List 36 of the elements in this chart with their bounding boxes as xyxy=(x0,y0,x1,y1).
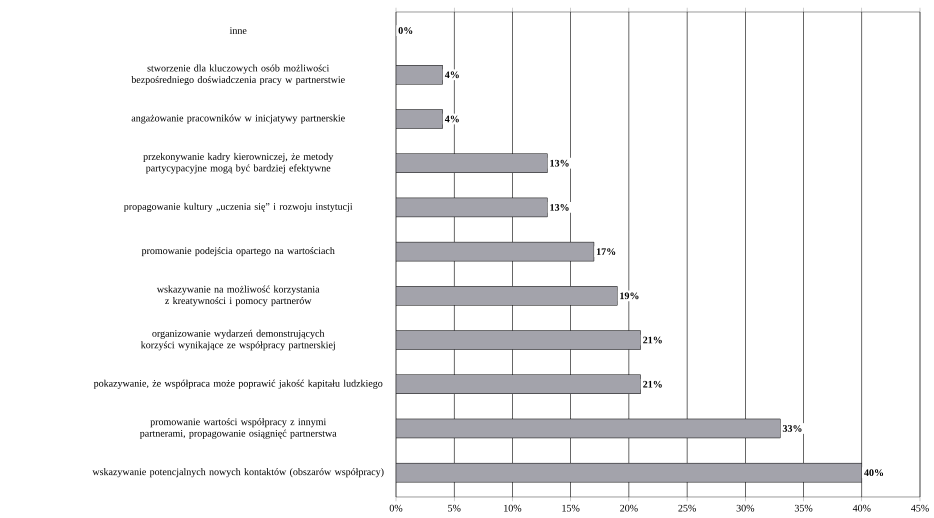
data-label: 17% xyxy=(596,248,616,256)
bar xyxy=(396,462,862,482)
data-label: 4% xyxy=(444,71,459,78)
y-tick-label: promowanie podejścia opartego na wartościach xyxy=(142,247,335,256)
data-label: 13% xyxy=(550,160,569,167)
y-tick-label: stworzenie dla kluczowych osób możliwości bezpośredniego doświadczenia pracy w partnerstwie xyxy=(131,64,345,86)
x-tick-label: 5% xyxy=(448,504,461,512)
x-tick-label: 0% xyxy=(390,504,402,512)
x-tick-label: 10% xyxy=(504,504,522,512)
y-tick-label: propagowanie kultury „uczenia się” i rozwoju instytucji xyxy=(124,202,352,212)
y-tick-label: angażowanie pracowników w inicjatywy partnerskie xyxy=(132,114,345,124)
bar xyxy=(396,374,641,394)
data-label: 13% xyxy=(550,204,569,211)
data-label: 21% xyxy=(643,380,662,388)
data-label: 21% xyxy=(643,336,662,344)
x-tick-label: 15% xyxy=(562,504,580,512)
data-label: 40% xyxy=(864,469,884,476)
data-label: 4% xyxy=(444,116,459,122)
y-tick-label: wskazywanie na możliwość korzystania z kreatywności i pomocy partnerów xyxy=(156,286,320,306)
y-tick-label: pokazywanie, że współpraca może poprawić jakość kapitału ludzkiego xyxy=(94,380,382,389)
data-label: 19% xyxy=(620,292,639,300)
y-tick-label: inne xyxy=(230,27,246,34)
y-tick-label: promowanie wartości współpracy z innymi partnerami, propagowanie osiągnięć partnerstwa xyxy=(140,418,337,439)
data-label: 0% xyxy=(398,27,412,34)
x-tick-label: 45% xyxy=(911,504,929,512)
bar xyxy=(396,242,594,262)
x-tick-label: 35% xyxy=(794,504,812,512)
x-tick-label: 25% xyxy=(678,504,696,512)
y-tick-label: organizowanie wydarzeń demonstrujących korzyści wynikające ze współpracy partnerskiej xyxy=(140,330,335,350)
bar xyxy=(396,330,641,350)
x-tick-label: 40% xyxy=(852,504,871,512)
data-label: 33% xyxy=(782,425,802,432)
x-tick-label: 30% xyxy=(736,504,754,512)
y-tick-label: przekonywanie kadry kierowniczej, że metody partycypacyjne mogą być bardziej efektywne xyxy=(143,152,334,174)
x-tick-label: 20% xyxy=(620,504,638,512)
y-tick-label: wskazywanie potencjalnych nowych kontaktów (obszarów współpracy) xyxy=(92,468,384,478)
